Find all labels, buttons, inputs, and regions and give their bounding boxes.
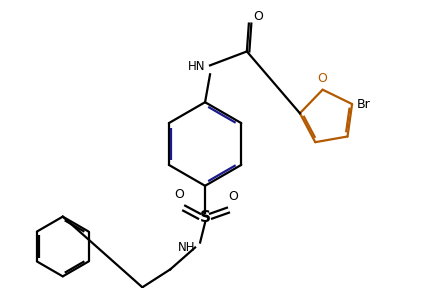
Text: O: O [174,188,184,201]
Text: O: O [252,10,262,23]
Text: O: O [317,72,327,85]
Text: HN: HN [187,60,205,73]
Text: Br: Br [356,98,370,111]
Text: O: O [227,190,237,203]
Text: NH: NH [177,241,194,254]
Text: S: S [199,210,210,225]
